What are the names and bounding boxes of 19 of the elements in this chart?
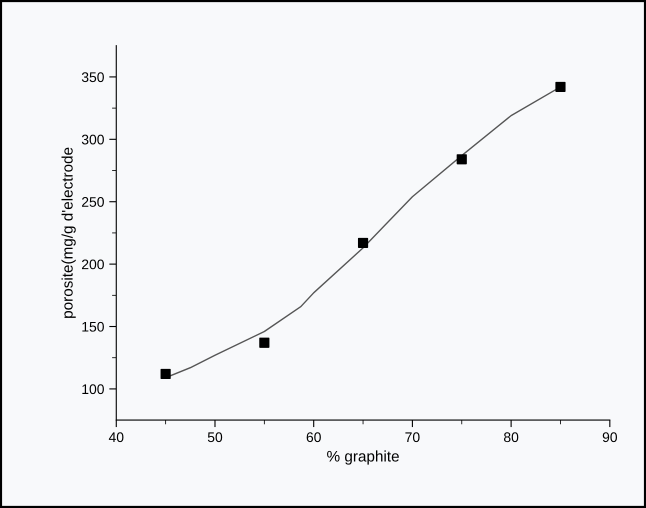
x-axis-title: % graphite bbox=[327, 450, 399, 465]
y-tick-label: 250 bbox=[82, 197, 104, 207]
x-tick-label: 70 bbox=[405, 432, 420, 442]
y-tick-label: 200 bbox=[82, 259, 104, 270]
x-tick-label: 80 bbox=[504, 432, 518, 442]
y-tick-label: 300 bbox=[82, 134, 104, 144]
y-tick-label: 150 bbox=[82, 322, 104, 332]
y-axis-title: porosite(mg/g d'electrode bbox=[62, 148, 76, 318]
x-tick-label: 50 bbox=[208, 432, 222, 442]
x-tick-label: 60 bbox=[306, 432, 321, 442]
point bbox=[160, 368, 171, 380]
point bbox=[358, 238, 368, 248]
y-tick-label: 350 bbox=[82, 72, 104, 82]
point bbox=[456, 154, 467, 164]
point bbox=[555, 82, 566, 92]
y-tick-label: 100 bbox=[82, 384, 104, 394]
x-tick-label: 90 bbox=[602, 432, 618, 442]
point bbox=[259, 338, 270, 348]
x-tick-label: 40 bbox=[108, 432, 124, 442]
